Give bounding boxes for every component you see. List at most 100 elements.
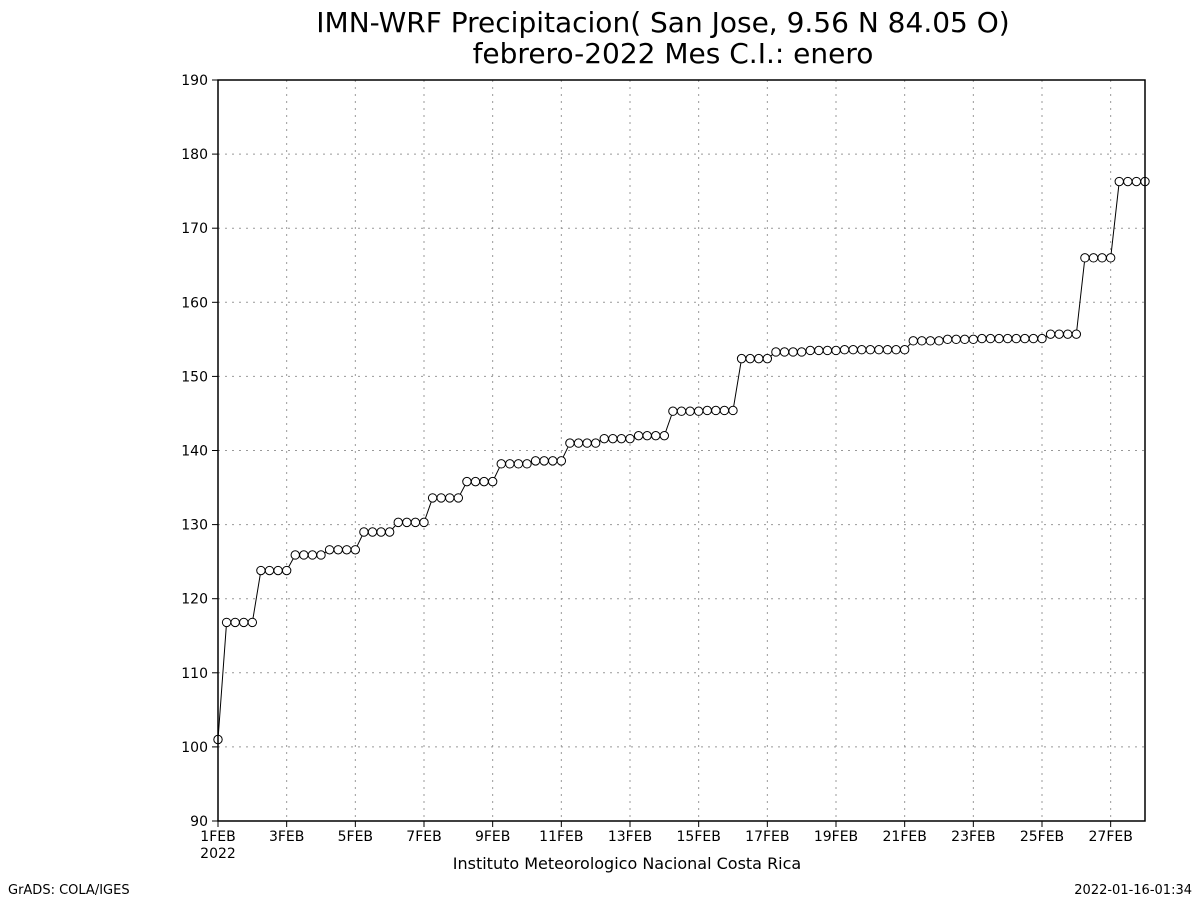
data-point [642, 430, 652, 441]
data-point [1063, 329, 1073, 339]
data-point [831, 345, 841, 356]
data-point [719, 405, 730, 416]
timestamp: 2022-01-16-01:34 [1074, 883, 1192, 898]
data-point [616, 433, 627, 444]
data-point [762, 353, 773, 364]
chart-subtitle: febrero-2022 Mes C.I.: enero [473, 37, 874, 70]
data-point [384, 527, 395, 537]
data-point [350, 545, 361, 555]
data-point [505, 459, 515, 469]
data-point [376, 527, 386, 537]
data-point [470, 476, 481, 487]
data-point [633, 430, 644, 441]
y-tick-label: 180 [181, 147, 208, 163]
y-tick-label: 170 [181, 221, 208, 237]
x-year-label: 2022 [200, 846, 236, 862]
data-point [479, 476, 489, 487]
data-point [736, 353, 747, 364]
x-tick-label: 11FEB [539, 829, 583, 845]
data-point [711, 405, 721, 416]
grads-credit: GrADS: COLA/IGES [8, 883, 130, 898]
data-point [410, 517, 421, 528]
data-point [333, 545, 343, 555]
data-point [419, 517, 429, 528]
x-tick-label: 13FEB [608, 829, 652, 845]
data-point [788, 347, 798, 357]
data-point [1088, 253, 1099, 263]
data-point [1054, 329, 1064, 339]
data-point [273, 565, 283, 576]
data-point [1114, 176, 1124, 187]
data-point [994, 333, 1004, 344]
data-point [1071, 329, 1082, 339]
data-point [342, 545, 352, 555]
data-point [556, 456, 567, 466]
data-point [745, 353, 755, 364]
data-point [908, 336, 918, 346]
data-point [573, 438, 584, 448]
x-tick-label: 15FEB [677, 829, 721, 845]
data-point [436, 493, 446, 503]
data-point [960, 334, 970, 345]
y-tick-label: 190 [181, 73, 208, 89]
data-point [685, 406, 695, 416]
data-point [281, 565, 292, 576]
x-tick-label: 3FEB [269, 829, 304, 845]
y-tick-label: 90 [190, 814, 208, 830]
data-point [367, 527, 378, 537]
data-point [865, 345, 876, 355]
data-point [307, 550, 318, 560]
data-point [934, 336, 944, 346]
x-tick-label: 9FEB [475, 829, 510, 845]
data-point [221, 617, 232, 628]
data-point [402, 517, 412, 528]
data-point [702, 405, 712, 416]
series-line [217, 181, 1145, 740]
data-point [316, 550, 326, 560]
y-tick-label: 140 [181, 444, 208, 460]
data-point [1105, 253, 1116, 263]
data-point [754, 353, 764, 364]
institution-label: Instituto Meteorologico Nacional Costa R… [453, 854, 801, 873]
x-tick-label: 19FEB [814, 829, 858, 845]
data-point [582, 438, 592, 448]
data-point [651, 430, 661, 441]
data-point [659, 430, 670, 441]
data-point [728, 405, 738, 416]
y-tick-label: 150 [181, 369, 208, 385]
data-point [857, 345, 867, 355]
data-point [839, 345, 850, 355]
y-tick-label: 130 [181, 518, 208, 534]
data-point [359, 527, 369, 537]
x-axis: 1FEB 3FEB 5FEB 7FEB 9FEB 11FEB 13FEB 15FEB 17FEB… [200, 821, 1133, 845]
data-point [814, 345, 824, 356]
data-point [608, 433, 618, 444]
data-point [530, 456, 541, 466]
y-tick-label: 120 [181, 592, 208, 608]
data-point [668, 406, 678, 416]
data-point [427, 493, 438, 503]
data-point [1020, 333, 1030, 344]
data-point [453, 493, 464, 503]
data-point [951, 334, 961, 345]
data-point [393, 517, 403, 528]
data-point [1097, 253, 1107, 263]
data-point [1002, 333, 1013, 344]
data-point [977, 333, 987, 344]
y-axis: 90 100 110 120 130 140 150 160 170 180 190 [181, 73, 218, 830]
data-point [771, 347, 781, 357]
x-tick-label: 27FEB [1089, 829, 1133, 845]
data-point [891, 345, 901, 355]
data-point [247, 617, 258, 628]
data-point [539, 456, 549, 466]
plot-frame [217, 79, 1146, 822]
data-point [256, 565, 266, 576]
data-point [796, 347, 807, 357]
data-point [1045, 329, 1056, 339]
data-point [925, 336, 936, 346]
data-point [590, 438, 601, 448]
data-point [264, 565, 275, 576]
x-tick-label: 25FEB [1020, 829, 1064, 845]
data-point [324, 545, 335, 555]
